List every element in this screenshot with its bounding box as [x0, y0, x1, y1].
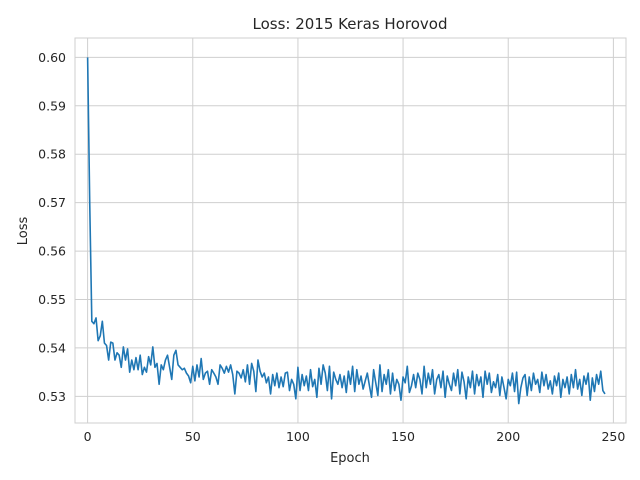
y-tick-label: 0.58	[38, 147, 66, 162]
series-group	[86, 57, 606, 405]
y-grid-lines	[75, 56, 626, 397]
x-tick-label: 0	[84, 429, 92, 444]
y-tick-label: 0.54	[38, 340, 66, 355]
y-tick-label: 0.57	[38, 195, 66, 210]
plot-frame	[74, 37, 627, 424]
x-tick-label: 100	[286, 429, 310, 444]
x-grid-lines	[87, 38, 614, 423]
x-tick-label: 50	[185, 429, 201, 444]
y-tick-labels: 0.53 0.54 0.55 0.56 0.57 0.58 0.59 0.60	[38, 50, 66, 404]
y-axis-label: Loss	[16, 217, 31, 246]
y-tick-label: 0.60	[38, 50, 66, 65]
x-tick-label: 200	[496, 429, 520, 444]
y-tick-label: 0.59	[38, 98, 66, 113]
x-tick-label: 250	[601, 429, 625, 444]
chart-title: Loss: 2015 Keras Horovod	[253, 15, 448, 33]
series-line-0	[86, 57, 606, 405]
x-tick-label: 150	[391, 429, 415, 444]
x-tick-labels: 0 50 100 150 200 250	[84, 429, 626, 444]
y-tick-label: 0.53	[38, 389, 66, 404]
y-tick-label: 0.56	[38, 244, 66, 259]
y-tick-label: 0.55	[38, 292, 66, 307]
x-axis-label: Epoch	[330, 451, 370, 466]
